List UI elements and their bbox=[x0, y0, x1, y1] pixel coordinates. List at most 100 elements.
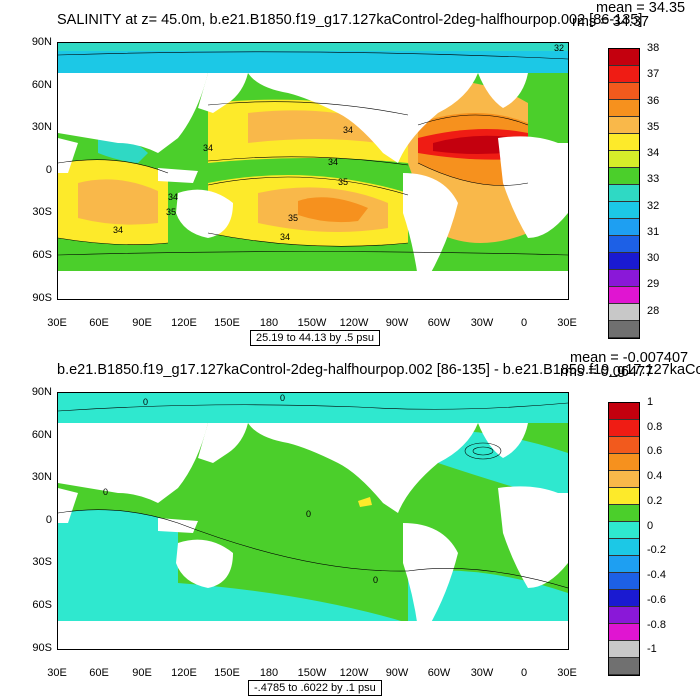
colorbar-segment bbox=[609, 236, 639, 253]
colorbar-segment bbox=[609, 505, 639, 522]
colorbar-label: 34 bbox=[647, 147, 660, 160]
contour-range-box: -.4785 to .6022 by .1 psu bbox=[248, 680, 382, 696]
lat-label: 0 bbox=[45, 164, 52, 176]
lon-label: 30E bbox=[47, 317, 67, 329]
lon-label: 30W bbox=[470, 317, 494, 329]
contour-label: 34 bbox=[203, 143, 213, 153]
contour-label: 0 bbox=[306, 509, 311, 519]
colorbar-segment bbox=[609, 270, 639, 287]
lon-label: 30E bbox=[557, 667, 577, 679]
colorbar-label: 35 bbox=[647, 120, 660, 133]
colorbar-label: 1 bbox=[647, 396, 654, 408]
colorbar-segment bbox=[609, 607, 639, 624]
lat-label: 30S bbox=[32, 206, 52, 218]
colorbar-label: 0.6 bbox=[647, 445, 663, 458]
colorbar-segment bbox=[609, 83, 639, 100]
lat-label: 90S bbox=[32, 292, 52, 304]
lon-label: 90W bbox=[385, 317, 409, 329]
lat-label: 60N bbox=[31, 79, 52, 91]
lon-label: 30E bbox=[557, 317, 577, 329]
colorbar-label: 28 bbox=[647, 304, 660, 317]
colorbar-label: 0 bbox=[647, 519, 654, 532]
lon-label: 0 bbox=[520, 667, 528, 679]
colorbar-label: -0.8 bbox=[647, 618, 666, 631]
lon-label: 0 bbox=[520, 317, 528, 329]
colorbar-segment bbox=[609, 522, 639, 539]
lon-label: 120W bbox=[339, 667, 369, 679]
contour-label: 0 bbox=[280, 393, 285, 403]
colorbar-label: -0.4 bbox=[647, 569, 666, 582]
rms-stat: rms = 0.06477 bbox=[560, 364, 654, 380]
panel-title: SALINITY at z= 45.0m, b.e21.B1850.f19_g1… bbox=[57, 12, 643, 28]
lon-label: 60W bbox=[427, 317, 451, 329]
contour-label: 35 bbox=[338, 177, 348, 187]
contour-label: 0 bbox=[103, 487, 108, 497]
lat-label: 0 bbox=[45, 514, 52, 526]
colorbar-segment bbox=[609, 168, 639, 185]
lon-label: 120W bbox=[339, 317, 369, 329]
colorbar-segment bbox=[609, 556, 639, 573]
colorbar-label: 29 bbox=[647, 278, 660, 291]
colorbar-label: 0.4 bbox=[647, 470, 663, 483]
contour-label: 0 bbox=[143, 397, 148, 407]
lon-label: 180 bbox=[259, 317, 279, 329]
colorbar-label: 36 bbox=[647, 94, 660, 107]
rms-stat: rms = 34.37 bbox=[572, 14, 649, 30]
lat-label: 90N bbox=[31, 36, 52, 48]
contour-label: 35 bbox=[166, 207, 176, 217]
lat-label: 60S bbox=[32, 249, 52, 261]
colorbar-label: -0.2 bbox=[647, 544, 666, 557]
colorbar bbox=[608, 402, 640, 676]
salinity-panel: SALINITY at z= 45.0m, b.e21.B1850.f19_g1… bbox=[31, 0, 686, 346]
colorbar-label: -0.6 bbox=[647, 593, 666, 606]
contour-label: 34 bbox=[168, 192, 178, 202]
lon-label: 180 bbox=[259, 667, 279, 679]
contour-label: 34 bbox=[343, 125, 353, 135]
colorbar-segment bbox=[609, 202, 639, 219]
lat-label: 30S bbox=[32, 556, 52, 568]
colorbar-segment bbox=[609, 185, 639, 202]
lon-label: 90W bbox=[385, 667, 409, 679]
difference-panel: b.e21.B1850.f19_g17.127kaControl-2deg-ha… bbox=[0, 350, 700, 700]
mean-stat: mean = -0.007407 bbox=[570, 350, 689, 366]
lon-label: 150E bbox=[214, 317, 240, 329]
colorbar-segment bbox=[609, 66, 639, 83]
colorbar-segment bbox=[609, 287, 639, 304]
salinity-map: 34 34 34 34 35 35 35 34 34 32 bbox=[57, 42, 569, 300]
colorbar-segment bbox=[609, 49, 639, 66]
colorbar-label: 38 bbox=[647, 42, 660, 54]
lat-label: 90S bbox=[32, 642, 52, 654]
colorbar-segment bbox=[609, 641, 639, 658]
lon-label: 90E bbox=[132, 667, 152, 679]
contour-label: 0 bbox=[373, 575, 378, 585]
contour-label: 34 bbox=[328, 157, 338, 167]
colorbar-segment bbox=[609, 219, 639, 236]
colorbar-segment bbox=[609, 151, 639, 168]
colorbar-segment bbox=[609, 658, 639, 675]
lat-label: 30N bbox=[31, 471, 52, 483]
colorbar-segment bbox=[609, 304, 639, 321]
colorbar-label: 0.2 bbox=[647, 494, 663, 507]
lat-label: 30N bbox=[31, 121, 52, 133]
contour-label: 35 bbox=[288, 213, 298, 223]
lon-label: 60W bbox=[427, 667, 451, 679]
colorbar-segment bbox=[609, 403, 639, 420]
colorbar-label: 31 bbox=[647, 225, 660, 238]
mean-stat: mean = 34.35 bbox=[596, 0, 686, 16]
lat-label: 60S bbox=[32, 599, 52, 611]
contour-label: 34 bbox=[113, 225, 123, 235]
lon-label: 120E bbox=[171, 667, 197, 679]
colorbar-segment bbox=[609, 573, 639, 590]
colorbar-segment bbox=[609, 321, 639, 338]
colorbar-segment bbox=[609, 624, 639, 641]
colorbar-label: 32 bbox=[647, 199, 660, 212]
colorbar-segment bbox=[609, 117, 639, 134]
contour-label: 32 bbox=[554, 43, 564, 53]
colorbar-label: 37 bbox=[647, 68, 660, 81]
lon-label: 30E bbox=[47, 667, 67, 679]
lat-label: 90N bbox=[31, 386, 52, 398]
lon-label: 90E bbox=[132, 317, 152, 329]
lon-label: 60E bbox=[89, 317, 109, 329]
contour-range-box: 25.19 to 44.13 by .5 psu bbox=[250, 330, 381, 346]
lon-label: 30W bbox=[470, 667, 494, 679]
